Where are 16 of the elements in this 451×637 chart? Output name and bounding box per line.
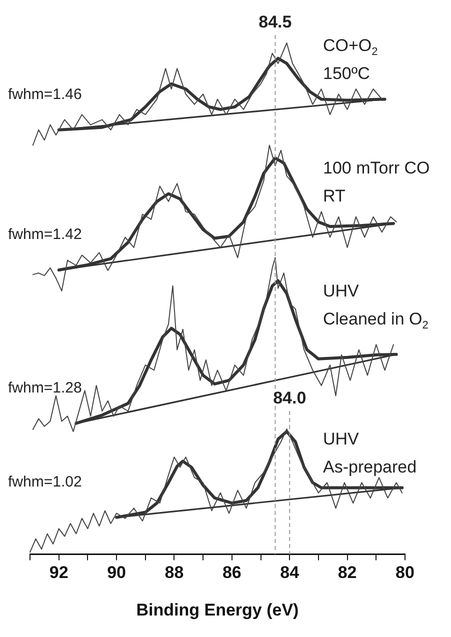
x-tick-label: 86 [222,563,242,582]
x-tick-label: 84 [280,563,300,582]
ref-line-label: 84.0 [273,388,306,408]
annotation: fwhm=1.28 [8,379,82,396]
x-tick-label: 90 [107,563,126,582]
series-label: UHV As-prepared [323,430,417,477]
x-tick-label: 82 [338,563,357,582]
x-tick-label: 88 [164,563,184,582]
ref-line-label: 84.5 [258,12,292,32]
x-tick-label: 80 [396,563,414,582]
annotation: fwhm=1.46 [8,86,82,104]
x-tick-label: 92 [49,563,68,582]
series-label: 100 mTorr CO RT [323,158,430,206]
annotation: fwhm=1.42 [8,226,82,244]
annotation: fwhm=1.02 [8,474,82,491]
x-axis-title: Binding Energy (eV) [136,600,299,620]
